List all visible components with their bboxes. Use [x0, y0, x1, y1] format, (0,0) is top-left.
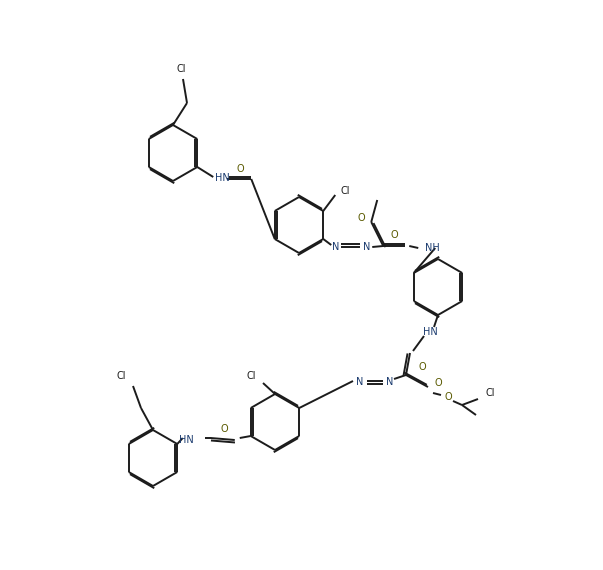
Text: Cl: Cl	[341, 186, 350, 196]
Text: N: N	[362, 242, 370, 252]
Text: Cl: Cl	[246, 371, 256, 381]
Text: Cl: Cl	[116, 371, 126, 381]
Text: N: N	[387, 377, 394, 387]
Text: O: O	[444, 392, 452, 402]
Text: O: O	[358, 213, 365, 223]
Text: HN: HN	[215, 173, 230, 183]
Text: HN: HN	[179, 435, 194, 445]
Text: N: N	[332, 242, 339, 252]
Text: HN: HN	[423, 327, 437, 337]
Text: O: O	[418, 362, 426, 372]
Text: O: O	[221, 424, 229, 434]
Text: O: O	[434, 378, 442, 388]
Text: O: O	[236, 164, 244, 174]
Text: N: N	[356, 377, 364, 387]
Text: O: O	[390, 230, 398, 240]
Text: Cl: Cl	[485, 388, 494, 398]
Text: NH: NH	[425, 243, 440, 253]
Text: Cl: Cl	[176, 64, 186, 74]
